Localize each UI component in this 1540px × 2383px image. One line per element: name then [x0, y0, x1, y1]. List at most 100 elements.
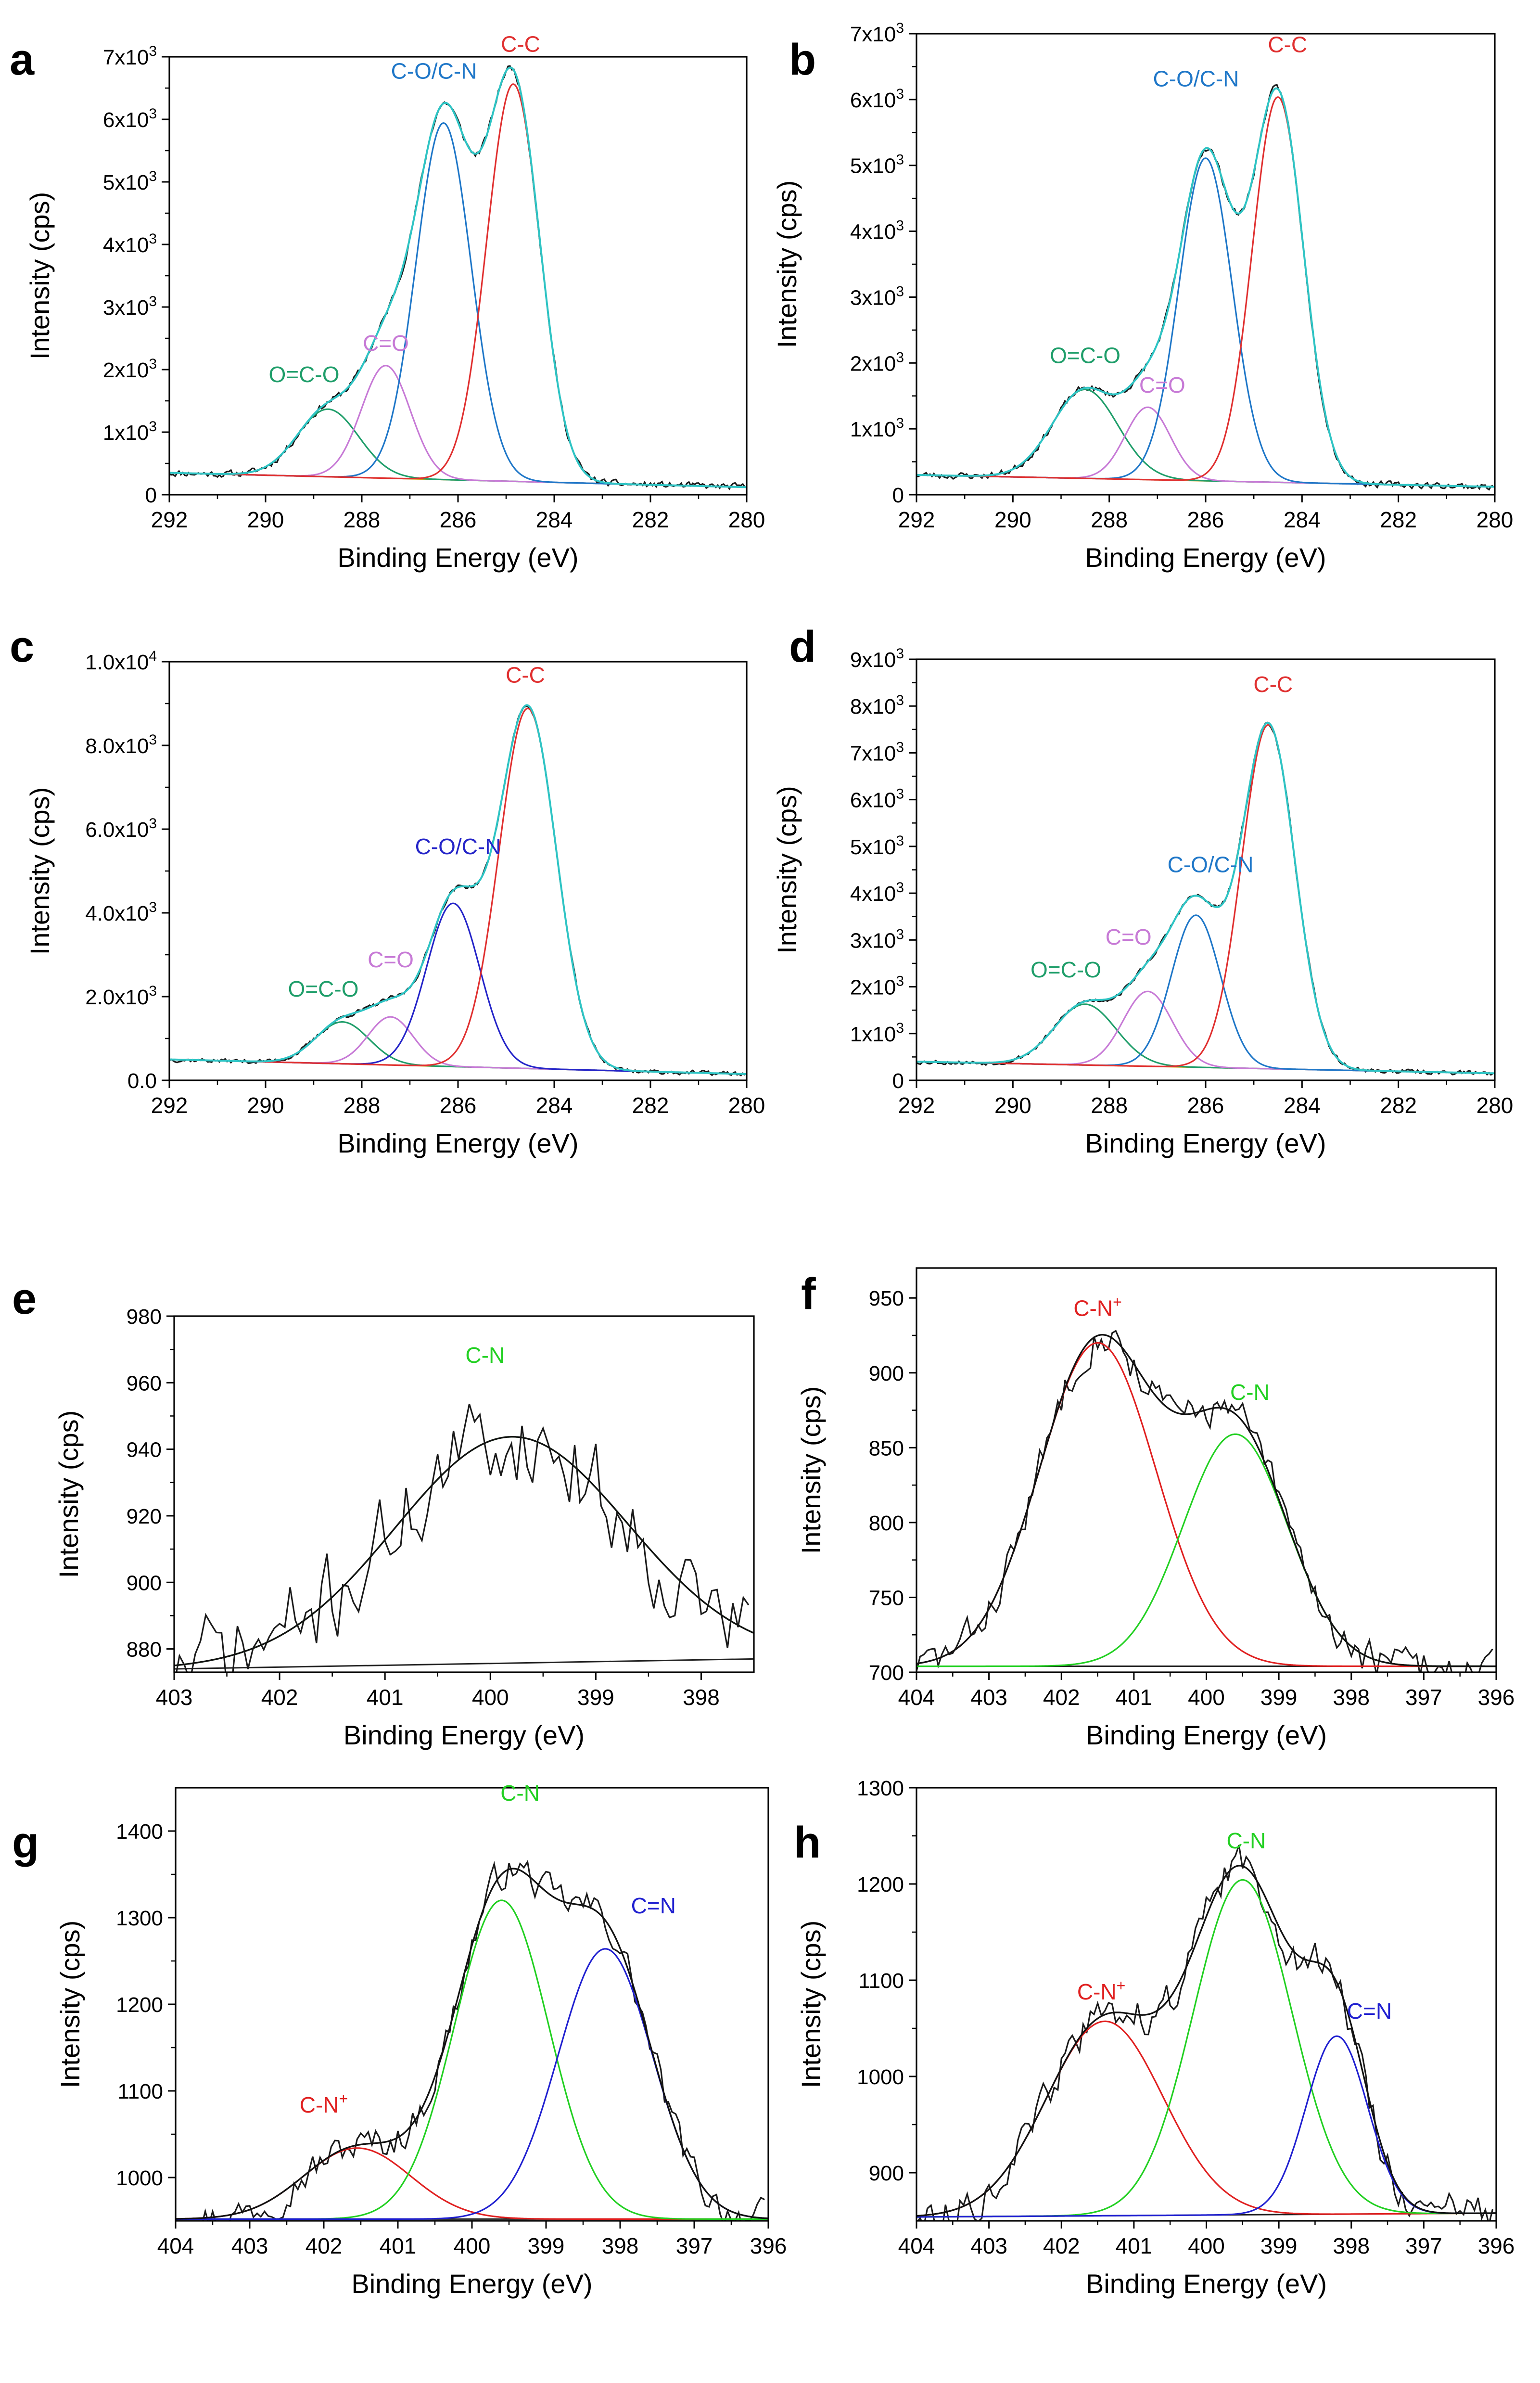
peak-c-n-h [916, 2035, 1496, 2218]
peak-c-c-b [916, 96, 1495, 488]
y-tick-label-f: 700 [869, 1661, 904, 1685]
peak-label-c-o-b: C=O [1139, 372, 1185, 397]
x-tick-label-f: 403 [970, 1685, 1007, 1710]
peak-label-c-n--f: C-N+ [1073, 1294, 1121, 1321]
envelope-fit-b [916, 87, 1495, 488]
y-tick-label-d: 8x103 [850, 692, 904, 718]
x-tick-label-e: 402 [261, 1685, 298, 1710]
x-tick-label-d: 292 [898, 1093, 935, 1118]
y-tick-label-a: 3x103 [103, 294, 157, 320]
x-tick-label-d: 280 [1476, 1093, 1514, 1118]
y-tick-label-h: 1100 [858, 1969, 904, 1993]
plot-area-a [169, 65, 747, 491]
x-tick-label-b: 280 [1476, 507, 1514, 532]
y-tick-label-d: 7x103 [850, 739, 904, 765]
peak-label-o-c-o-d: O=C-O [1031, 957, 1101, 982]
x-tick-label-f: 402 [1043, 1685, 1080, 1710]
y-tick-label-d: 1x103 [850, 1020, 904, 1046]
y-tick-label-f: 800 [869, 1512, 904, 1535]
y-tick-label-a: 1x103 [103, 419, 157, 445]
x-tick-label-c: 292 [151, 1093, 188, 1118]
y-tick-label-e: 960 [127, 1371, 162, 1395]
y-tick-label-c: 0.0 [127, 1069, 157, 1093]
y-tick-label-e: 920 [127, 1505, 162, 1528]
y-tick-label-a: 6x103 [103, 106, 157, 132]
plot-area-f [916, 1330, 1496, 1672]
envelope-fit-g [176, 1868, 768, 2220]
y-tick-label-d: 5x103 [850, 833, 904, 859]
x-tick-label-e: 399 [577, 1685, 614, 1710]
panel-letter-h: h [794, 1818, 821, 1867]
plot-area-d [916, 721, 1495, 1076]
y-tick-label-g: 1200 [116, 1993, 163, 2017]
x-tick-label-f: 401 [1116, 1685, 1153, 1710]
y-tick-label-f: 750 [869, 1586, 904, 1610]
y-axis-title-c: Intensity (cps) [25, 787, 55, 955]
x-tick-label-a: 284 [536, 507, 573, 532]
x-tick-label-h: 400 [1188, 2233, 1225, 2258]
envelope-fit-a [169, 66, 747, 488]
peak-label-c-o-c-n-d: C-O/C-N [1168, 852, 1254, 877]
x-tick-label-f: 397 [1405, 1685, 1442, 1710]
y-tick-label-d: 0 [892, 1069, 904, 1093]
x-tick-label-c: 286 [440, 1093, 477, 1118]
y-axis-title-g: Intensity (cps) [55, 1921, 85, 2088]
y-tick-label-d: 3x103 [850, 926, 904, 952]
y-axis-title-e: Intensity (cps) [53, 1410, 84, 1578]
y-tick-label-f: 850 [869, 1436, 904, 1460]
baseline-line-e [174, 1658, 754, 1670]
peak-label-c-c-d: C-C [1253, 672, 1293, 697]
plot-area-c [169, 704, 747, 1076]
x-tick-label-h: 399 [1260, 2233, 1298, 2258]
y-tick-label-e: 980 [127, 1305, 162, 1329]
peak-c-n-f [916, 1433, 1496, 1667]
peak-label-c-o-d: C=O [1106, 924, 1152, 949]
y-tick-label-e: 900 [127, 1571, 162, 1595]
raw-spectrum-g [202, 1859, 765, 2221]
x-axis-title-b: Binding Energy (eV) [1085, 542, 1326, 573]
x-axis-title-e: Binding Energy (eV) [344, 1720, 585, 1750]
peak-c-c-c [169, 707, 747, 1075]
plot-frame-g [175, 1787, 769, 2222]
peak-c-n--f [916, 1342, 1496, 1667]
x-axis-title-g: Binding Energy (eV) [351, 2268, 592, 2299]
y-axis-title-d: Intensity (cps) [772, 786, 802, 954]
panel-letter-g: g [12, 1818, 39, 1867]
x-tick-label-f: 399 [1260, 1685, 1298, 1710]
peak-label-c-n-g: C-N [500, 1781, 540, 1806]
plot-area-e [174, 1404, 754, 1672]
peak-label-c-o-c: C=O [368, 947, 414, 972]
peak-c-n--g [176, 2147, 768, 2220]
panel-letter-c: c [10, 622, 34, 671]
x-axis-title-d: Binding Energy (eV) [1085, 1128, 1326, 1158]
panel-letter-a: a [10, 35, 35, 84]
peak-label-c-c-b: C-C [1268, 32, 1307, 57]
plot-frame-f [916, 1267, 1497, 1673]
peak-label-c-n-h: C-N [1226, 1828, 1266, 1853]
x-tick-label-h: 404 [898, 2233, 935, 2258]
y-tick-label-d: 9x103 [850, 646, 904, 672]
raw-spectrum-a [169, 65, 746, 491]
peak-label-c-o-c-n-a: C-O/C-N [391, 59, 477, 84]
peak-c-o-a [169, 365, 747, 488]
y-tick-label-h: 1000 [857, 2065, 904, 2089]
x-tick-label-d: 282 [1380, 1093, 1417, 1118]
envelope-fit-f [916, 1333, 1496, 1667]
y-tick-label-d: 6x103 [850, 786, 904, 812]
x-tick-label-d: 284 [1284, 1093, 1321, 1118]
y-tick-label-g: 1100 [117, 2080, 163, 2103]
envelope-fit-h [916, 1865, 1496, 2217]
peak-c-c-a [169, 83, 747, 488]
peak-label-c-n-h: C=N [1347, 1999, 1392, 2024]
y-tick-label-g: 1400 [116, 1820, 163, 1844]
x-axis-title-a: Binding Energy (eV) [337, 542, 578, 573]
panel-b: b 292 290 288 286 284 282 280 0 1x103 2x103 3x103 4x… [772, 20, 1513, 573]
y-tick-label-b: 3x103 [850, 283, 904, 309]
x-tick-label-f: 400 [1188, 1685, 1225, 1710]
y-axis-title-a: Intensity (cps) [25, 192, 55, 360]
x-tick-label-g: 400 [454, 2233, 491, 2258]
x-tick-label-c: 290 [247, 1093, 284, 1118]
panel-letter-b: b [789, 35, 816, 84]
x-tick-label-e: 403 [156, 1685, 193, 1710]
peak-label-o-c-o-b: O=C-O [1050, 343, 1120, 368]
